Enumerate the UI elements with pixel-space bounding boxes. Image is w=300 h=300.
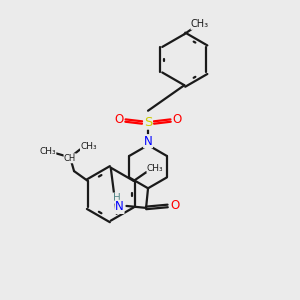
Text: CH₃: CH₃ bbox=[147, 164, 164, 173]
Text: O: O bbox=[173, 113, 182, 126]
Text: H: H bbox=[113, 193, 121, 203]
Text: CH₃: CH₃ bbox=[80, 142, 97, 151]
Text: O: O bbox=[114, 113, 123, 126]
Text: N: N bbox=[115, 200, 124, 213]
Text: N: N bbox=[144, 135, 152, 148]
Text: O: O bbox=[170, 200, 179, 212]
Text: S: S bbox=[144, 116, 152, 129]
Text: CH₃: CH₃ bbox=[191, 20, 209, 29]
Text: CH: CH bbox=[64, 154, 76, 163]
Text: CH₃: CH₃ bbox=[39, 147, 56, 156]
